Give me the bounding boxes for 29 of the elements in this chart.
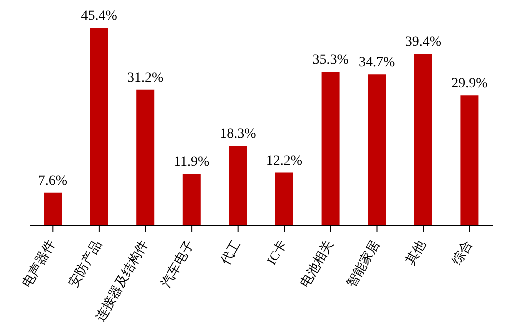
x-tick-label: IC卡 xyxy=(264,237,290,268)
bar xyxy=(414,54,432,226)
data-label: 29.9% xyxy=(452,76,488,92)
x-tick-label: 电池相关 xyxy=(297,237,336,290)
data-label: 11.9% xyxy=(174,155,210,170)
x-tick-label: 综合 xyxy=(449,237,476,268)
data-label: 31.2% xyxy=(128,70,164,86)
data-label: 12.2% xyxy=(266,154,303,169)
x-tick-label: 其他 xyxy=(402,237,429,268)
data-label: 39.4% xyxy=(405,35,442,50)
data-label: 35.3% xyxy=(312,53,350,68)
bar xyxy=(44,192,62,226)
bar xyxy=(229,146,248,226)
bar xyxy=(276,172,294,226)
data-label: 34.7% xyxy=(359,56,396,71)
bar xyxy=(136,90,155,226)
x-tick-label: 安防产品 xyxy=(66,237,105,290)
bar xyxy=(322,72,340,226)
bar xyxy=(90,28,108,226)
x-tick-label: 电声器件 xyxy=(19,237,58,290)
bar xyxy=(182,174,201,226)
x-tick-label: 智能家居 xyxy=(343,237,382,290)
data-label: 45.4% xyxy=(81,9,118,24)
x-tick-label: 汽车电子 xyxy=(158,237,198,290)
data-label: 18.3% xyxy=(220,127,257,142)
data-label: 7.6% xyxy=(38,174,68,189)
x-tick-label: 代工 xyxy=(217,237,244,268)
bar xyxy=(460,96,479,226)
bar xyxy=(368,74,386,226)
